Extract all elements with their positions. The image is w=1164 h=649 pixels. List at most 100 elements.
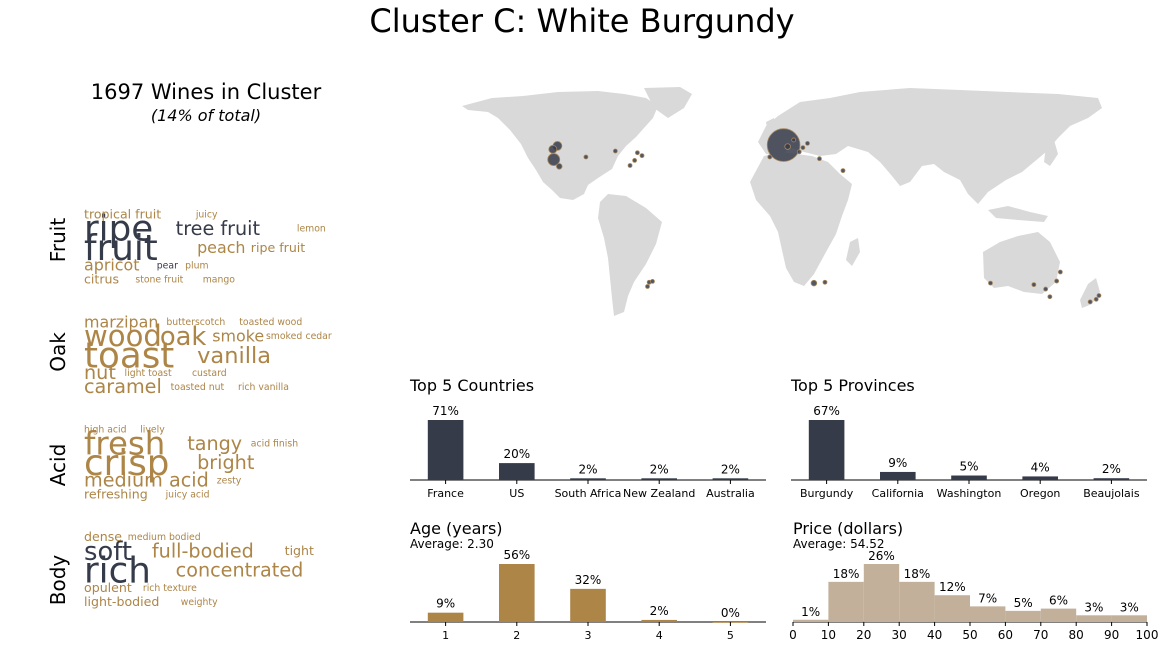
word: oak	[160, 322, 207, 352]
histogram-bar	[1076, 615, 1112, 622]
bar	[641, 619, 677, 622]
map-point	[1047, 294, 1053, 300]
word: fruit	[84, 228, 158, 269]
word: light toast	[125, 368, 172, 379]
word: lively	[140, 425, 165, 436]
chart-title: Top 5 Provinces	[790, 376, 915, 395]
chart-4: Price (dollars)Average: 54.52 1% 18% 26% 18%…	[789, 519, 1158, 642]
word: ripe fruit	[251, 240, 306, 255]
x-tick-label: 5	[727, 629, 734, 642]
chart-3: Age (years)Average: 2.309%156%232%32%40%…	[410, 519, 766, 642]
x-tick-label: South Africa	[555, 487, 622, 500]
data-label: 2%	[650, 604, 669, 618]
data-label: 9%	[888, 456, 907, 470]
word: caramel	[84, 375, 162, 398]
data-label: 2%	[1102, 462, 1121, 476]
wine-locations	[547, 128, 1102, 305]
word: smoked	[266, 331, 302, 342]
word: acid finish	[251, 439, 298, 450]
x-tick-label: New Zealand	[623, 487, 695, 500]
word: tight	[285, 543, 314, 558]
word: light-bodied	[84, 594, 159, 609]
data-label: 18%	[833, 567, 860, 581]
data-label: 56%	[503, 548, 530, 562]
x-tick-label: Australia	[706, 487, 755, 500]
x-tick-label: 1	[442, 629, 449, 642]
chart-subtitle: Average: 2.30	[410, 537, 494, 551]
data-label: 6%	[1049, 594, 1068, 608]
map-point	[817, 156, 822, 162]
word: juicy acid	[165, 489, 210, 500]
map-point	[822, 279, 828, 285]
data-label: 32%	[575, 573, 602, 587]
word: peach	[197, 238, 245, 257]
map-point	[767, 154, 773, 160]
x-tick-label: 60	[998, 628, 1013, 642]
x-tick-label: 100	[1136, 628, 1159, 642]
japan	[1044, 140, 1058, 166]
data-label: 2%	[721, 462, 740, 476]
x-tick-label: 0	[789, 628, 797, 642]
x-tick-label: 90	[1104, 628, 1119, 642]
data-label: 71%	[432, 404, 459, 418]
greenland	[644, 87, 692, 118]
x-tick-label: France	[427, 487, 464, 500]
x-tick-label: 80	[1069, 628, 1084, 642]
bar	[570, 478, 606, 480]
data-label: 18%	[904, 567, 931, 581]
map-point	[784, 143, 791, 150]
madagascar	[846, 238, 860, 266]
data-label: 20%	[503, 447, 530, 461]
word: cedar	[305, 331, 331, 342]
word: tree fruit	[176, 217, 261, 240]
word: opulent	[84, 580, 132, 595]
x-tick-label: Burgundy	[800, 487, 854, 500]
chart-title: Age (years)	[410, 519, 503, 538]
word: toast	[84, 335, 174, 376]
africa	[750, 152, 852, 286]
word: apricot	[84, 256, 139, 275]
x-tick-label: 2	[513, 629, 520, 642]
word: medium bodied	[128, 532, 201, 543]
chart-subtitle: Average: 54.52	[793, 537, 885, 551]
x-tick-label: 4	[656, 629, 663, 642]
bar	[641, 478, 677, 480]
cluster-count: 1697 Wines in Cluster	[90, 80, 322, 104]
map-point	[1043, 286, 1049, 292]
histogram-bar	[1111, 615, 1147, 622]
chart-1: Top 5 Countries 71% France 20% US 2% South Afr…	[409, 376, 766, 500]
word: high acid	[84, 425, 127, 436]
word: custard	[192, 368, 227, 379]
eurasia	[758, 88, 1102, 204]
map-point	[1057, 269, 1063, 275]
bar	[499, 463, 535, 480]
map-point	[556, 163, 563, 170]
word: bright	[197, 451, 255, 474]
map-point	[810, 279, 818, 287]
x-tick-label: 40	[927, 628, 942, 642]
x-tick-label: 3	[585, 629, 592, 642]
word: stone fruit	[135, 274, 183, 285]
x-tick-label: Beaujolais	[1083, 487, 1140, 500]
histogram-bar	[1040, 608, 1077, 622]
map-point	[645, 284, 650, 289]
word: soft	[84, 537, 132, 567]
bar	[1093, 478, 1130, 480]
word: rich	[84, 550, 151, 591]
bar	[712, 478, 749, 480]
x-tick-label: California	[872, 487, 924, 500]
wordcloud-label-fruit: Fruit	[46, 217, 70, 263]
indonesia	[988, 206, 1048, 222]
x-tick-label: 20	[856, 628, 871, 642]
australia	[983, 232, 1060, 294]
word: juicy	[195, 210, 218, 221]
x-tick-label: 10	[821, 628, 836, 642]
map-point	[800, 145, 806, 151]
word: tangy	[187, 432, 242, 455]
histogram-bar	[863, 564, 900, 622]
